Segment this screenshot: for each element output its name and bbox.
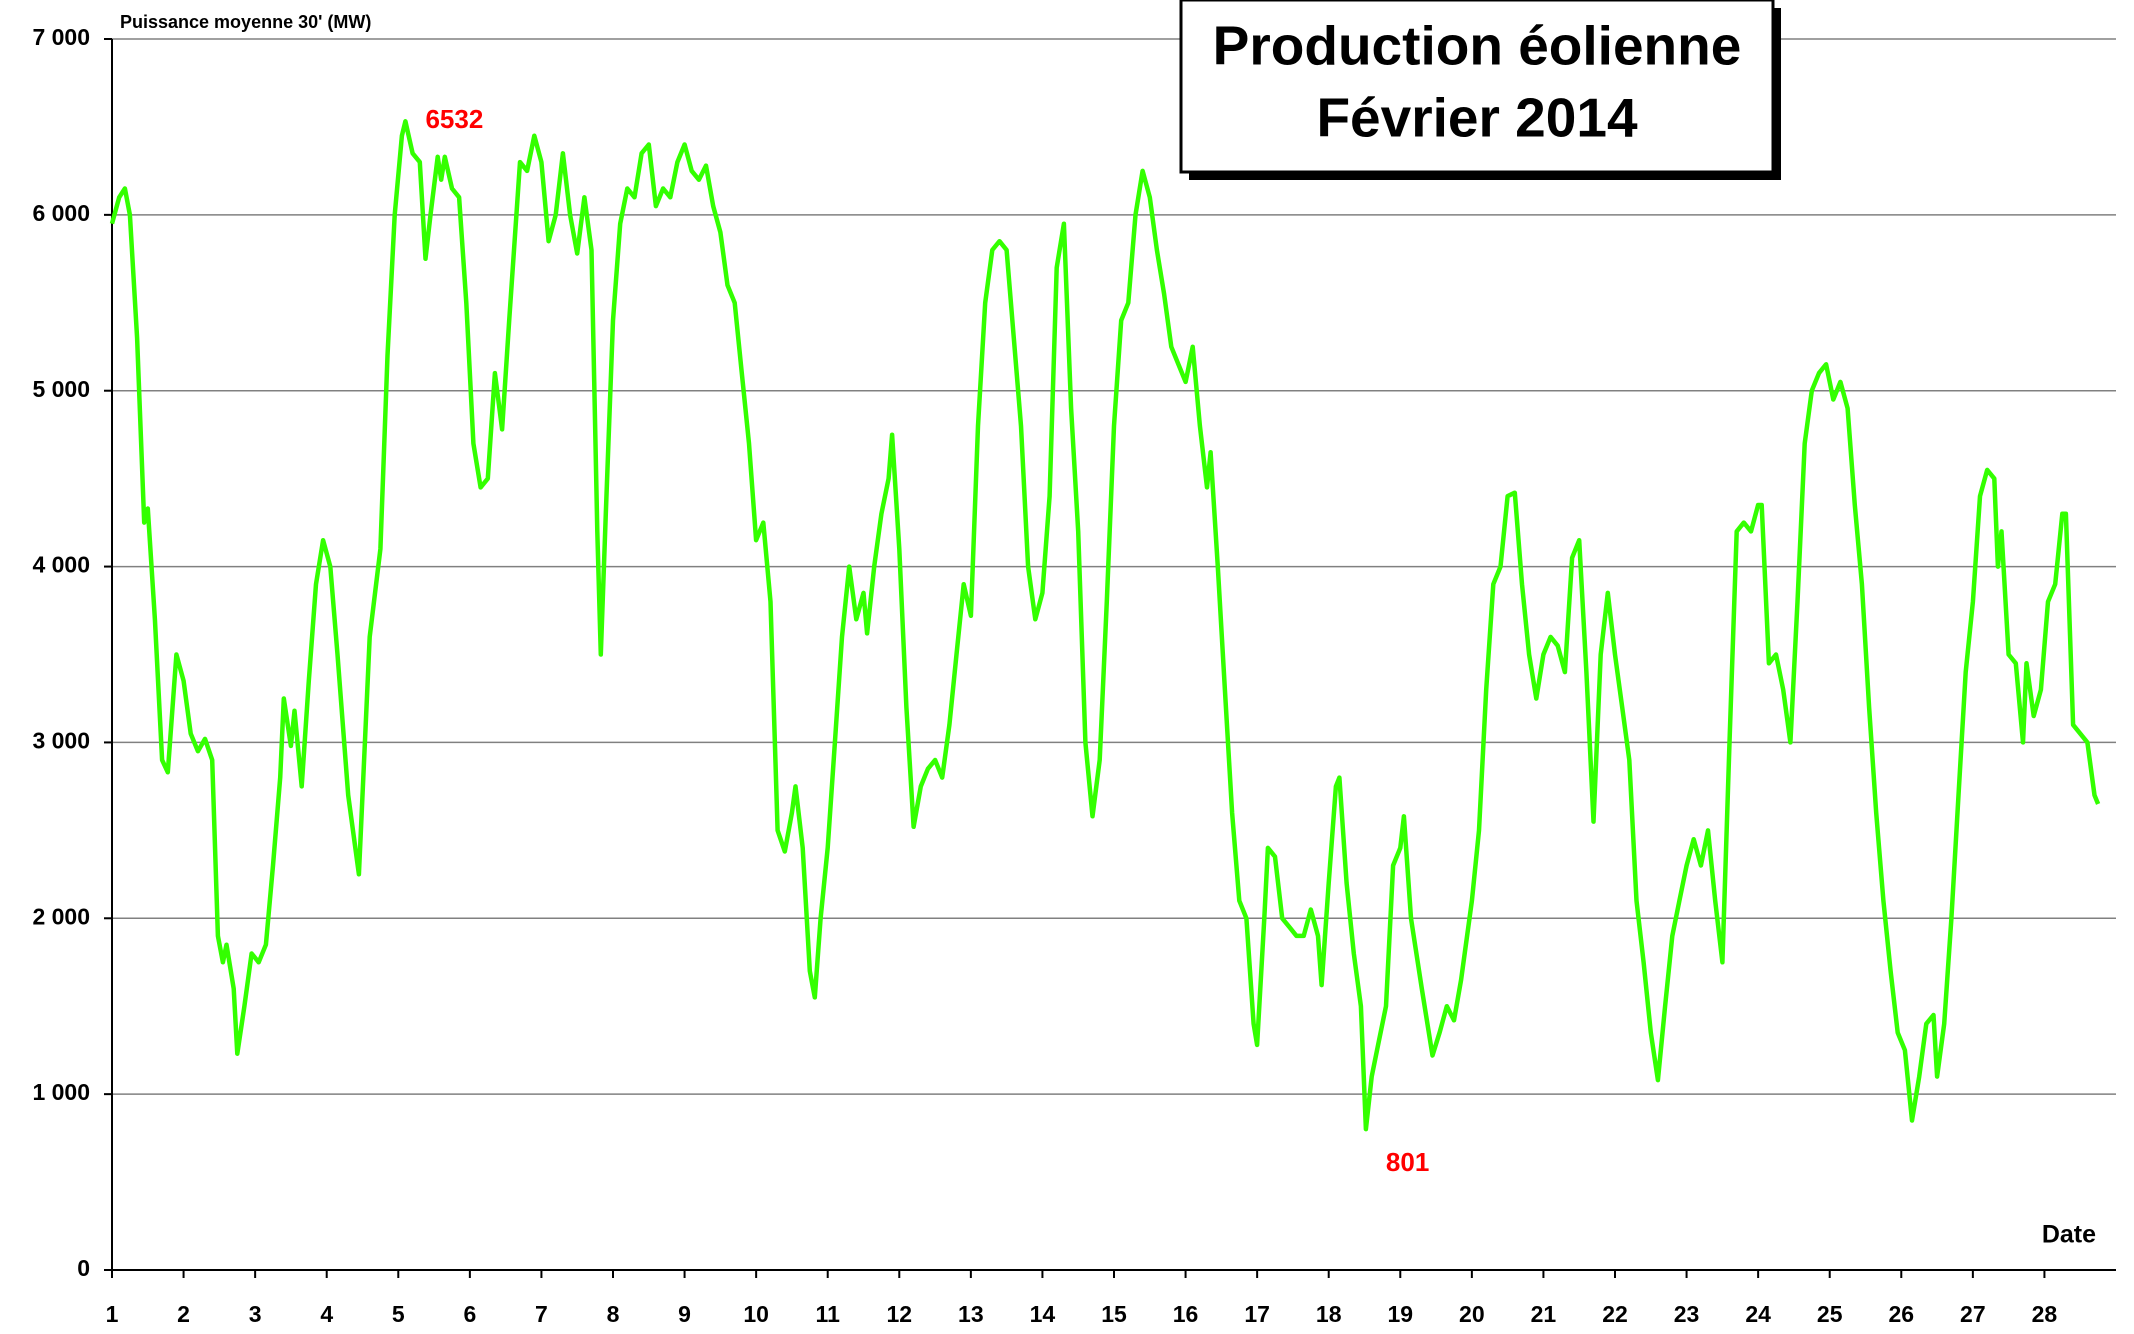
x-tick-label: 1	[106, 1301, 119, 1327]
chart-title: Production éolienne	[1213, 15, 1742, 77]
x-tick-label: 22	[1602, 1301, 1628, 1327]
annotation: 6532	[425, 104, 483, 134]
x-tick-label: 15	[1101, 1301, 1127, 1327]
x-tick-label: 6	[463, 1301, 476, 1327]
y-label-bg	[120, 8, 502, 38]
x-tick-label: 16	[1173, 1301, 1199, 1327]
y-tick-label: 4 000	[32, 552, 90, 578]
x-tick-label: 9	[678, 1301, 691, 1327]
x-tick-label: 5	[392, 1301, 405, 1327]
annotation: 801	[1386, 1147, 1429, 1177]
y-tick-label: 0	[77, 1255, 90, 1281]
title-box	[1179, 0, 1775, 174]
x-axis-label: Date	[2042, 1221, 2096, 1249]
y-tick-label: 6 000	[32, 200, 90, 226]
x-tick-label: 21	[1531, 1301, 1557, 1327]
x-tick-label: 23	[1674, 1301, 1700, 1327]
x-tick-label: 25	[1817, 1301, 1843, 1327]
x-tick-label: 26	[1888, 1301, 1914, 1327]
x-tick-label: 4	[320, 1301, 333, 1327]
x-tick-label: 8	[607, 1301, 620, 1327]
x-tick-label: 28	[2032, 1301, 2058, 1327]
y-tick-label: 2 000	[32, 903, 90, 929]
y-tick-label: 7 000	[32, 24, 90, 50]
x-tick-label: 13	[958, 1301, 984, 1327]
x-tick-label: 20	[1459, 1301, 1485, 1327]
x-tick-label: 18	[1316, 1301, 1342, 1327]
y-axis-label: Puissance moyenne 30' (MW)	[120, 12, 371, 32]
y-tick-label: 3 000	[32, 728, 90, 754]
x-tick-label: 24	[1745, 1301, 1771, 1327]
x-tick-label: 27	[1960, 1301, 1986, 1327]
x-tick-label: 19	[1387, 1301, 1413, 1327]
x-tick-label: 11	[816, 1301, 841, 1327]
y-tick-label: 1 000	[32, 1079, 90, 1105]
x-tick-label: 2	[177, 1301, 190, 1327]
x-tick-label: 10	[743, 1301, 769, 1327]
y-tick-label: 5 000	[32, 376, 90, 402]
x-tick-label: 17	[1244, 1301, 1270, 1327]
x-tick-label: 7	[535, 1301, 548, 1327]
x-tick-label: 14	[1030, 1301, 1056, 1327]
x-tick-label: 3	[249, 1301, 262, 1327]
series-line	[109, 119, 2101, 1132]
grid-layer	[112, 38, 2116, 1095]
chart-subtitle: Février 2014	[1316, 87, 1637, 149]
x-tick-label: 12	[886, 1301, 912, 1327]
